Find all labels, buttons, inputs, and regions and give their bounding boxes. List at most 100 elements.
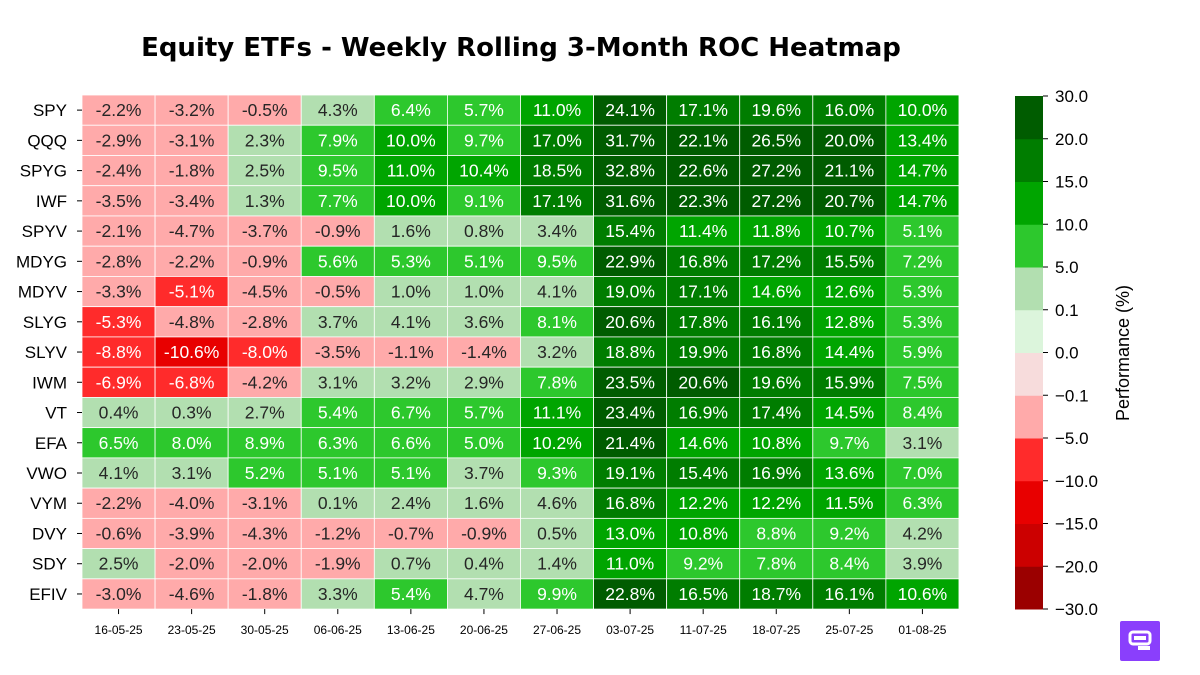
cell-value-label: 10.7% [825,221,875,241]
heatmap-cell [885,306,960,338]
cell-value-label: 1.4% [537,554,577,574]
cell-value-label: 10.8% [751,433,801,453]
cell-value-label: 27.2% [751,161,801,181]
cell-value-label: 6.3% [902,493,942,513]
cell-value-label: 5.7% [464,100,504,120]
heatmap-cell [666,396,741,429]
column-label: 30-05-25 [241,623,289,637]
heatmap-cell [81,245,156,277]
cell-value-label: -1.9% [315,554,361,574]
heatmap-cell [520,336,594,368]
cell-value-label: 17.4% [751,403,801,423]
column-label: 23-05-25 [168,623,216,637]
cell-value-label: 2.5% [99,554,139,574]
heatmap-cell [885,276,960,308]
heatmap-cell [154,94,229,126]
heatmap-cell [81,155,156,187]
row-label: MDYG [16,252,67,271]
cell-value-label: 11.5% [825,493,873,513]
colorbar-tick-label: −10.0 [1055,472,1098,491]
heatmap-cell [227,215,302,247]
heatmap-cell [227,427,302,459]
heatmap-cell [739,517,814,549]
heatmap-cell [446,94,521,126]
heatmap-cell [373,215,448,247]
heatmap-cell [739,94,814,126]
heatmap-cell [373,124,448,156]
cell-value-label: -2.1% [96,221,142,241]
heatmap-cell [739,427,814,459]
cell-value-label: 22.6% [678,161,728,181]
column-label: 16-05-25 [95,623,143,637]
cell-value-label: 11.0% [387,161,435,181]
heatmap-cell [446,276,521,308]
colorbar-tick-label: −30.0 [1055,600,1098,619]
heatmap-cell [812,276,887,308]
row-label: SPYV [22,222,68,241]
heatmap-cell [373,366,448,398]
cell-value-label: 9.9% [537,584,577,604]
cell-value-label: 11.1% [533,403,581,423]
cell-value-label: 22.1% [678,130,728,150]
cell-value-label: 20.7% [825,191,875,211]
cell-value-label: 13.4% [898,130,948,150]
heatmap-cell [885,124,960,156]
colorbar-segment [1015,395,1043,439]
cell-value-label: -0.9% [461,523,507,543]
cell-value-label: 24.1% [605,100,655,120]
heatmap-cell [81,548,156,580]
heatmap-cell [520,396,594,429]
cell-value-label: 17.2% [751,251,801,271]
row-label: SPYG [20,162,67,181]
cell-value-label: -3.9% [169,523,215,543]
cell-value-label: 0.8% [464,221,504,241]
heatmap-cell [81,185,156,217]
heatmap-cell [812,396,887,429]
colorbar-tick-label: −20.0 [1055,557,1098,576]
heatmap-cell [739,245,814,277]
cell-value-label: 17.1% [532,191,582,211]
heatmap-cell [593,457,668,489]
cell-value-label: 20.0% [825,130,875,150]
cell-value-label: 18.8% [605,342,655,362]
cell-value-label: 8.9% [245,433,285,453]
cell-value-label: 15.9% [825,372,875,392]
cell-value-label: 14.6% [678,433,728,453]
row-label: SPY [33,101,67,120]
cell-value-label: 1.0% [464,282,504,302]
cell-value-label: 18.7% [751,584,801,604]
cell-value-label: 10.2% [532,433,582,453]
cell-value-label: 4.1% [391,312,431,332]
cell-value-label: 31.6% [605,191,655,211]
heatmap-cell [154,427,229,459]
heatmap-cell [739,487,814,519]
heatmap-cell [666,336,741,368]
cell-value-label: 3.6% [464,312,504,332]
heatmap-cell [666,185,741,217]
heatmap-cell [885,185,960,217]
heatmap-cell [446,396,521,429]
heatmap-cell [593,215,668,247]
heatmap-cell [81,487,156,519]
cell-value-label: 12.2% [678,493,728,513]
heatmap-cell [446,185,521,217]
cell-value-label: 14.7% [898,161,948,181]
column-label: 11-07-25 [680,623,727,637]
heatmap-cell [300,155,375,187]
cell-value-label: 0.4% [99,403,139,423]
cell-value-label: 9.1% [464,191,504,211]
cell-value-label: 0.3% [172,403,212,423]
colorbar-segment [1015,352,1043,396]
heatmap-cell [446,427,521,459]
heatmap-cell [593,396,668,429]
cell-value-label: 6.6% [391,433,431,453]
heatmap-cell [300,245,375,277]
cell-value-label: 11.8% [752,221,800,241]
colorbar-segment [1015,138,1043,182]
cell-value-label: 9.5% [318,161,358,181]
heatmap-cell [520,306,594,338]
cell-value-label: -10.6% [164,342,219,362]
heatmap-cell [227,94,302,126]
cell-value-label: -4.7% [169,221,215,241]
